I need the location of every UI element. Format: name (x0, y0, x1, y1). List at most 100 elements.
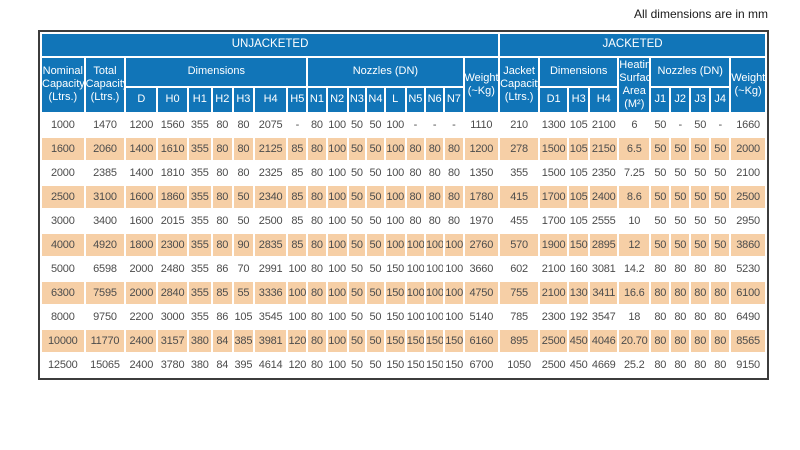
cell-weight-unjacketed: 1970 (462, 207, 501, 234)
cell-nozzle-j4: 50 (709, 159, 732, 186)
cell-dim-h4-jacketed: 3547 (588, 303, 620, 330)
cell-nozzle-n5: 80 (404, 183, 427, 210)
cell-jacket-capacity: 278 (498, 135, 541, 162)
header-dimensions-jacketed: Dimensions (538, 56, 620, 88)
subheader-n3: N3 (346, 85, 368, 114)
cell-dim-h5: 100 (286, 279, 309, 306)
cell-nozzle-n6: 80 (423, 207, 446, 234)
cell-total-capacity: 3400 (83, 207, 127, 234)
cell-nozzle-n5: 150 (404, 327, 427, 354)
cell-dim-h3: 385 (231, 327, 255, 354)
cell-nozzle-j2: 80 (669, 303, 692, 330)
cell-nozzle-j3: 80 (689, 327, 712, 354)
cell-nozzle-n7: - (443, 111, 465, 138)
cell-dim-h4-jacketed: 3081 (588, 255, 620, 282)
cell-dim-h2: 80 (210, 207, 234, 234)
cell-nozzle-n4: 50 (365, 135, 386, 162)
cell-dim-d: 2000 (124, 255, 159, 282)
cell-heating-surface-area: 16.6 (617, 279, 652, 306)
cell-weight-jacketed: 2000 (729, 135, 767, 162)
cell-nozzle-j3: 50 (689, 231, 712, 258)
cell-dim-d: 1600 (124, 207, 159, 234)
cell-dim-h5: 85 (286, 159, 309, 186)
cell-weight-jacketed: 8565 (729, 327, 767, 354)
cell-dim-h5: 100 (286, 303, 309, 330)
cell-dim-h2: 80 (210, 231, 234, 258)
cell-nozzle-l: 100 (383, 159, 407, 186)
cell-dim-h3: 90 (231, 231, 255, 258)
cell-dim-h3: 395 (231, 351, 255, 378)
header-nozzles-jacketed: Nozzles (DN) (649, 56, 732, 88)
cell-nozzle-n2: 100 (325, 135, 349, 162)
cell-dim-h1: 380 (186, 327, 213, 354)
cell-nozzle-j4: 50 (709, 231, 732, 258)
cell-dim-d1: 1500 (538, 159, 570, 186)
cell-nozzle-n5: 80 (404, 207, 427, 234)
cell-dim-h3: 80 (231, 111, 255, 138)
subheader-j1: J1 (649, 85, 672, 114)
cell-heating-surface-area: 14.2 (617, 255, 652, 282)
cell-total-capacity: 2385 (83, 159, 127, 186)
cell-dim-h4-jacketed: 3411 (588, 279, 620, 306)
cell-nozzle-n5: 80 (404, 159, 427, 186)
cell-nozzle-n6: 100 (423, 279, 446, 306)
subheader-h2: H2 (210, 85, 234, 114)
subheader-h1: H1 (186, 85, 213, 114)
cell-weight-unjacketed: 3660 (462, 255, 501, 282)
header-weight-unjacketed: Weight (~Kg) (462, 56, 501, 114)
cell-nozzle-n2: 100 (325, 159, 349, 186)
cell-dim-h1: 355 (186, 279, 213, 306)
cell-dim-h0: 1860 (156, 183, 189, 210)
cell-nozzle-j1: 50 (649, 111, 672, 138)
table-row: 2500 3100 1600 1860 355 80 50 2340 85 80 100 50 50 10… (40, 183, 767, 210)
cell-nozzle-n4: 50 (365, 255, 386, 282)
subheader-n4: N4 (365, 85, 386, 114)
cell-nozzle-n7: 80 (443, 207, 465, 234)
table-row: 6300 7595 2000 2840 355 85 55 3336 100 80 100 50 50 1… (40, 279, 767, 306)
cell-total-capacity: 11770 (83, 327, 127, 354)
subheader-h4: H4 (252, 85, 289, 114)
cell-dim-h0: 3000 (156, 303, 189, 330)
cell-dim-h2: 84 (210, 327, 234, 354)
group-header-row: Nominal Capacity (Ltrs.) Total Capacity … (40, 56, 767, 114)
cell-heating-surface-area: 6.5 (617, 135, 652, 162)
cell-dim-h3: 50 (231, 207, 255, 234)
cell-weight-unjacketed: 1110 (462, 111, 501, 138)
cell-nozzle-l: 150 (383, 303, 407, 330)
header-jacket-capacity: Jacket Capacity (Ltrs.) (498, 56, 541, 114)
cell-weight-unjacketed: 2760 (462, 231, 501, 258)
subheader-j2: J2 (669, 85, 692, 114)
cell-nozzle-n1: 80 (306, 183, 328, 210)
cell-dim-h1: 380 (186, 351, 213, 378)
cell-nozzle-j2: 50 (669, 183, 692, 210)
cell-dim-h2: 80 (210, 135, 234, 162)
cell-total-capacity: 15065 (83, 351, 127, 378)
cell-total-capacity: 4920 (83, 231, 127, 258)
cell-nozzle-j1: 80 (649, 327, 672, 354)
cell-weight-jacketed: 5230 (729, 255, 767, 282)
table-row: 8000 9750 2200 3000 355 86 105 3545 100 80 100 50 50… (40, 303, 767, 330)
cell-dim-h3-jacketed: 105 (567, 111, 591, 138)
cell-nozzle-l: 150 (383, 351, 407, 378)
cell-nozzle-n2: 100 (325, 183, 349, 210)
cell-total-capacity: 7595 (83, 279, 127, 306)
cell-dim-d1: 2500 (538, 351, 570, 378)
cell-dim-h0: 2480 (156, 255, 189, 282)
cell-dim-h3: 80 (231, 159, 255, 186)
cell-nozzle-j4: 80 (709, 327, 732, 354)
subheader-j3: J3 (689, 85, 712, 114)
cell-dim-d1: 2100 (538, 255, 570, 282)
cell-dim-h4-jacketed: 2150 (588, 135, 620, 162)
cell-nozzle-n1: 80 (306, 207, 328, 234)
cell-dim-d: 1400 (124, 135, 159, 162)
cell-jacket-capacity: 602 (498, 255, 541, 282)
cell-nozzle-n4: 50 (365, 159, 386, 186)
cell-dim-h5: 85 (286, 207, 309, 234)
spec-table: UNJACKETED JACKETED Nominal Capacity (Lt… (39, 32, 767, 378)
cell-nozzle-n5: 100 (404, 279, 427, 306)
cell-nozzle-n7: 80 (443, 135, 465, 162)
cell-weight-jacketed: 1660 (729, 111, 767, 138)
cell-nozzle-n7: 80 (443, 159, 465, 186)
cell-nozzle-n6: 80 (423, 183, 446, 210)
cell-nozzle-n6: 100 (423, 303, 446, 330)
